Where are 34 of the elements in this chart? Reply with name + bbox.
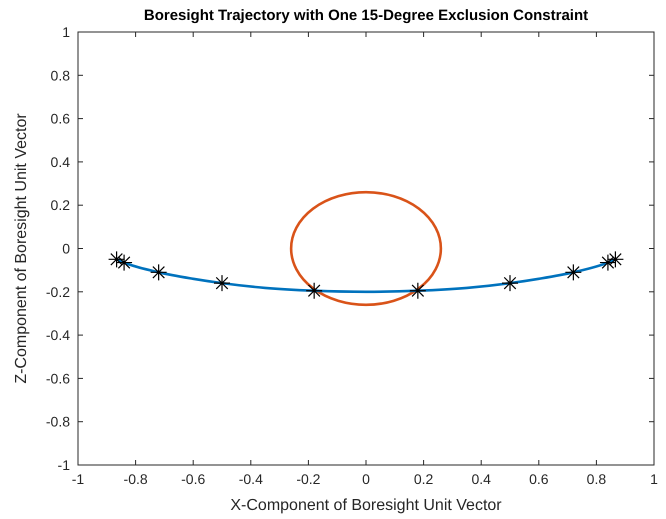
x-tick-label: 0.4 bbox=[471, 471, 492, 487]
point bbox=[306, 282, 323, 300]
x-tick-label: -0.8 bbox=[124, 471, 148, 487]
y-tick-label: -1 bbox=[58, 457, 70, 473]
point bbox=[409, 282, 426, 300]
y-tick-label: 0.8 bbox=[50, 67, 70, 84]
chart-title: Boresight Trajectory with One 15-Degree Exclusion Constraint bbox=[144, 7, 588, 24]
x-tick-label: 0.2 bbox=[414, 471, 434, 487]
x-tick-label: -0.4 bbox=[238, 471, 264, 487]
y-tick-label: 1 bbox=[62, 24, 70, 40]
y-tick-label: -0.2 bbox=[46, 284, 70, 300]
x-tick-label: 0.6 bbox=[529, 471, 549, 487]
point bbox=[150, 264, 168, 281]
point bbox=[501, 274, 519, 292]
point bbox=[213, 274, 231, 292]
y-axis-title: Z-Component of Boresight Unit Vector bbox=[13, 112, 30, 384]
point bbox=[564, 264, 582, 281]
x-tick-label: -0.6 bbox=[181, 471, 206, 487]
x-tick-label: 0.8 bbox=[586, 471, 606, 487]
y-tick-label: 0.6 bbox=[50, 110, 70, 127]
point bbox=[115, 254, 133, 272]
y-tick-label: 0 bbox=[62, 240, 70, 256]
y-tick-label: 0.2 bbox=[50, 197, 70, 214]
x-tick-label: 1 bbox=[650, 471, 658, 487]
y-tick-label: 0.4 bbox=[50, 154, 70, 170]
y-tick-label: -0.8 bbox=[46, 414, 70, 430]
y-tick-label: -0.6 bbox=[46, 370, 70, 386]
point bbox=[599, 254, 617, 272]
point bbox=[606, 250, 624, 268]
point bbox=[108, 250, 126, 268]
x-axis-title: X-Component of Boresight Unit Vector bbox=[230, 497, 502, 514]
y-tick-label: -0.4 bbox=[46, 327, 70, 344]
x-tick-label: -0.2 bbox=[296, 471, 321, 487]
x-tick-label: 0 bbox=[362, 471, 370, 487]
